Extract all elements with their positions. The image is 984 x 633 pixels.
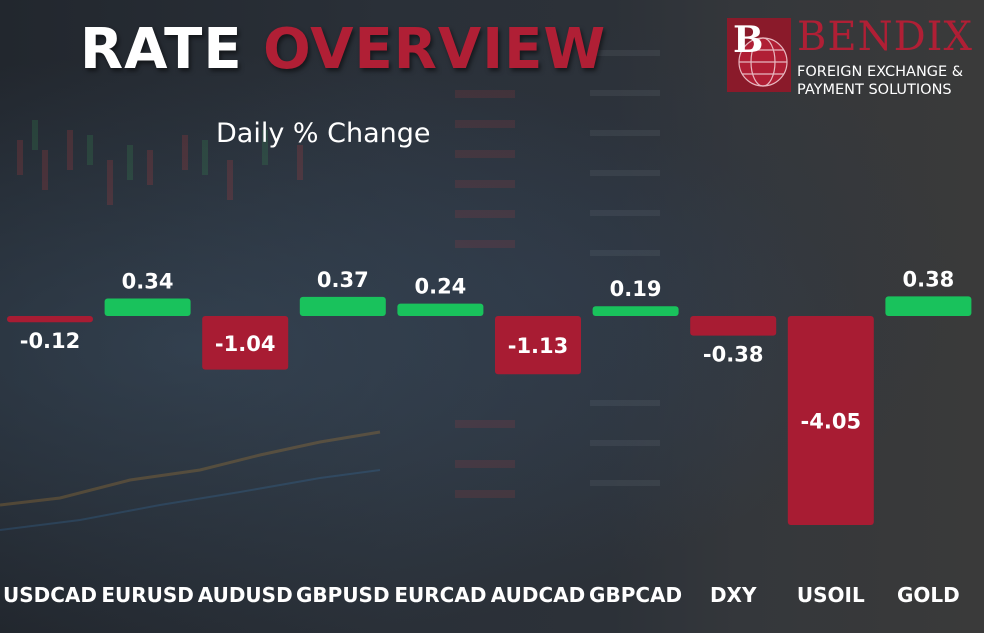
logo-tagline-line1: FOREIGN EXCHANGE & <box>797 64 964 80</box>
data-label-audusd: -1.04 <box>215 332 276 356</box>
category-label-gbpcad: GBPCAD <box>589 583 682 607</box>
bar-eurusd <box>104 298 191 316</box>
bar-audusd <box>202 316 289 370</box>
data-label-eurcad: 0.24 <box>414 275 466 299</box>
bar-usdcad <box>7 316 93 323</box>
bar-gbpusd <box>299 296 386 316</box>
logo-letter: B <box>733 19 763 61</box>
category-label-audcad: AUDCAD <box>491 583 585 607</box>
category-label-dxy: DXY <box>710 583 757 607</box>
data-label-gbpusd: 0.37 <box>317 268 369 292</box>
page-title: RATE OVERVIEW <box>80 22 606 78</box>
category-label-gold: GOLD <box>897 583 960 607</box>
title-word-rate: RATE <box>80 17 243 82</box>
bar-dxy <box>690 316 777 336</box>
bendix-logo: B BENDIX FOREIGN EXCHANGE & PAYMENT SOLU… <box>727 14 979 98</box>
data-label-usdcad: -0.12 <box>20 329 81 353</box>
bar-gold <box>885 296 972 316</box>
data-label-dxy: -0.38 <box>703 343 764 367</box>
bendix-globe-icon: B <box>727 18 791 92</box>
category-label-eurcad: EURCAD <box>394 583 486 607</box>
data-label-gbpcad: 0.19 <box>610 277 662 301</box>
data-label-gold: 0.38 <box>902 267 954 291</box>
category-label-usoil: USOIL <box>797 583 865 607</box>
logo-name: BENDIX <box>797 14 973 60</box>
bar-gbpcad <box>592 306 679 316</box>
category-label-gbpusd: GBPUSD <box>296 583 390 607</box>
category-label-usdcad: USDCAD <box>3 583 97 607</box>
data-label-eurusd: 0.34 <box>122 269 174 293</box>
title-word-overview: OVERVIEW <box>263 17 607 82</box>
logo-tagline-line2: PAYMENT SOLUTIONS <box>797 82 952 98</box>
category-label-audusd: AUDUSD <box>198 583 293 607</box>
bar-audcad <box>495 316 581 375</box>
chart-subtitle: Daily % Change <box>216 118 431 149</box>
data-label-audcad: -1.13 <box>508 334 569 358</box>
data-label-usoil: -4.05 <box>801 409 862 433</box>
bar-usoil <box>787 316 874 525</box>
bar-eurcad <box>397 303 484 316</box>
category-label-eurusd: EURUSD <box>101 583 194 607</box>
